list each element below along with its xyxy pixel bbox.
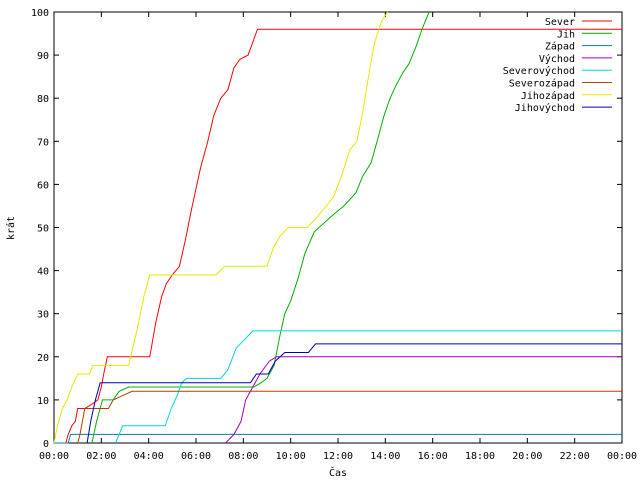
x-tick-label: 16:00 xyxy=(418,451,448,462)
series-line-zapad xyxy=(54,433,622,444)
legend-label-severovychod: Severovýchod xyxy=(503,65,575,77)
x-tick-label: 02:00 xyxy=(86,451,116,462)
legend-label-severozapad: Severozápad xyxy=(509,78,575,90)
x-tick-label: 12:00 xyxy=(323,451,353,462)
series-line-severovychod xyxy=(115,330,622,444)
y-tick-label: 70 xyxy=(37,137,49,148)
legend-label-vychod: Východ xyxy=(539,53,575,65)
x-tick-label: 20:00 xyxy=(512,451,542,462)
x-axis: 00:00 02:00 04:00 06:00 08:00 10:00 12:00 14:00… xyxy=(39,12,637,462)
y-tick-label: 30 xyxy=(37,310,49,321)
y-tick-label: 90 xyxy=(37,51,49,62)
series-line-jihozapad xyxy=(53,11,389,444)
x-tick-label: 22:00 xyxy=(560,451,590,462)
y-axis: 0 10 20 30 40 50 60 70 80 90 100 xyxy=(31,8,622,450)
x-tick-label: 00:00 xyxy=(607,451,637,462)
legend-label-jihovychod: Jihovýchod xyxy=(515,102,575,114)
legend-label-sever: Sever xyxy=(545,17,575,28)
legend-label-zapad: Západ xyxy=(545,41,575,53)
y-tick-label: 0 xyxy=(43,439,49,450)
legend: SeverJihZápadVýchodSeverovýchodSeverozáp… xyxy=(503,17,612,114)
x-tick-label: 10:00 xyxy=(276,451,306,462)
series-line-jih xyxy=(91,11,430,444)
series-line-severozapad xyxy=(77,390,622,444)
legend-label-jih: Jih xyxy=(557,29,575,40)
y-tick-label: 100 xyxy=(31,8,49,19)
x-tick-label: 08:00 xyxy=(228,451,258,462)
series-line-jihovychod xyxy=(86,343,622,444)
y-tick-label: 60 xyxy=(37,180,49,191)
x-tick-label: 04:00 xyxy=(134,451,164,462)
y-tick-label: 40 xyxy=(37,267,49,278)
series-lines xyxy=(53,11,622,444)
y-tick-label: 10 xyxy=(37,396,49,407)
y-tick-label: 50 xyxy=(37,224,49,235)
y-tick-label: 80 xyxy=(37,94,49,105)
series-line-vychod xyxy=(225,356,622,444)
y-tick-label: 20 xyxy=(37,353,49,364)
x-tick-label: 06:00 xyxy=(181,451,211,462)
x-tick-label: 00:00 xyxy=(39,451,69,462)
x-tick-label: 18:00 xyxy=(465,451,495,462)
y-axis-label: krát xyxy=(5,216,17,240)
legend-label-jihozapad: Jihozápad xyxy=(521,90,575,102)
x-axis-label: Čas xyxy=(329,466,347,479)
x-tick-label: 14:00 xyxy=(370,451,400,462)
